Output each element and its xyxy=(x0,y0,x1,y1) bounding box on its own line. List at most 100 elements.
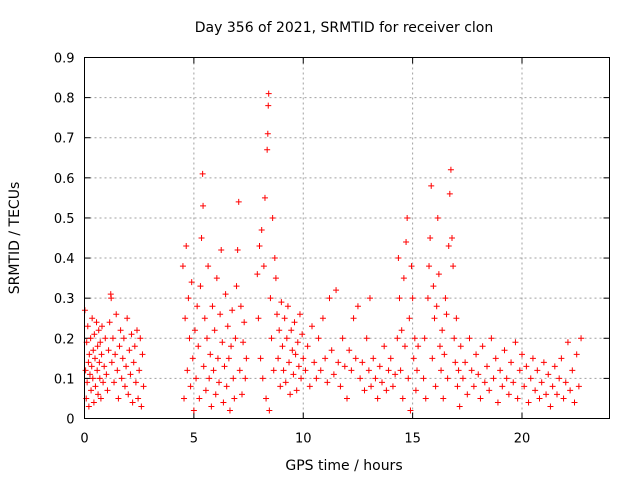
data-point xyxy=(86,351,93,358)
data-point xyxy=(205,263,212,270)
data-point xyxy=(490,375,497,382)
data-point xyxy=(315,335,322,342)
data-point xyxy=(452,359,459,366)
data-point xyxy=(242,375,249,382)
data-point xyxy=(435,271,442,278)
data-point xyxy=(187,383,194,390)
data-point xyxy=(529,355,536,362)
data-point xyxy=(200,202,207,209)
data-point xyxy=(330,371,337,378)
data-point xyxy=(532,387,539,394)
data-point xyxy=(289,347,296,354)
data-point xyxy=(98,351,105,358)
data-point xyxy=(361,387,368,394)
data-point xyxy=(501,347,508,354)
data-point xyxy=(516,367,523,374)
data-point xyxy=(112,351,119,358)
data-point xyxy=(545,371,552,378)
data-point xyxy=(92,383,99,390)
data-point xyxy=(128,331,135,338)
data-point xyxy=(278,299,285,306)
data-point xyxy=(554,391,560,398)
data-point xyxy=(216,379,223,386)
data-point xyxy=(335,359,342,366)
data-point xyxy=(439,327,446,334)
data-point xyxy=(306,383,313,390)
data-point xyxy=(540,359,547,366)
y-tick-label: 0.8 xyxy=(54,92,75,107)
data-point xyxy=(341,363,348,370)
data-point xyxy=(127,371,134,378)
data-point xyxy=(575,383,582,390)
data-point xyxy=(88,387,95,394)
data-point xyxy=(131,343,138,350)
data-point xyxy=(519,351,525,358)
data-point xyxy=(179,263,186,270)
data-point xyxy=(383,387,390,394)
data-point xyxy=(442,295,449,302)
data-point xyxy=(494,399,501,406)
data-point xyxy=(392,371,399,378)
data-point xyxy=(233,283,240,290)
data-point xyxy=(328,347,335,354)
data-point xyxy=(82,367,89,374)
data-point xyxy=(389,383,396,390)
data-point xyxy=(91,331,98,338)
data-point xyxy=(190,407,197,414)
data-point xyxy=(263,395,270,402)
data-point xyxy=(93,319,100,326)
data-point xyxy=(430,283,437,290)
data-point xyxy=(108,295,115,302)
data-point xyxy=(219,339,226,346)
y-tick-label: 0.4 xyxy=(54,252,75,267)
data-point xyxy=(395,255,402,262)
data-point xyxy=(288,327,295,334)
data-point xyxy=(87,335,94,342)
data-point xyxy=(137,335,144,342)
data-point xyxy=(204,335,210,342)
data-point xyxy=(195,343,202,350)
data-point xyxy=(444,375,451,382)
data-point xyxy=(117,327,124,334)
data-point xyxy=(123,363,130,370)
data-point xyxy=(100,379,107,386)
data-point xyxy=(385,367,392,374)
data-point xyxy=(527,375,534,382)
data-point xyxy=(218,247,225,254)
data-point xyxy=(324,379,331,386)
data-point xyxy=(406,315,413,322)
data-point xyxy=(193,375,200,382)
data-point xyxy=(374,395,381,402)
data-point xyxy=(208,403,215,410)
data-point xyxy=(359,359,366,366)
data-point xyxy=(449,235,455,241)
data-point xyxy=(182,315,189,322)
data-point xyxy=(88,363,95,370)
data-point xyxy=(302,367,309,374)
data-point xyxy=(221,363,228,370)
data-point xyxy=(134,327,140,334)
data-point xyxy=(184,367,191,374)
data-point xyxy=(479,343,486,350)
data-point xyxy=(96,375,103,382)
data-point xyxy=(222,291,229,298)
data-point xyxy=(266,407,273,414)
data-point xyxy=(440,395,447,402)
data-point xyxy=(368,383,375,390)
data-point xyxy=(447,166,454,173)
data-point xyxy=(114,367,121,374)
data-point xyxy=(441,351,448,358)
data-point xyxy=(125,391,132,398)
data-point xyxy=(281,315,288,322)
data-point xyxy=(538,379,545,386)
data-point xyxy=(256,243,263,250)
data-point xyxy=(90,399,97,406)
data-point xyxy=(106,319,113,326)
data-point xyxy=(282,379,289,386)
data-point xyxy=(136,367,143,374)
data-point xyxy=(265,102,272,109)
data-point xyxy=(226,407,233,414)
data-point xyxy=(454,383,461,390)
data-point xyxy=(543,391,550,398)
data-point xyxy=(261,194,268,201)
